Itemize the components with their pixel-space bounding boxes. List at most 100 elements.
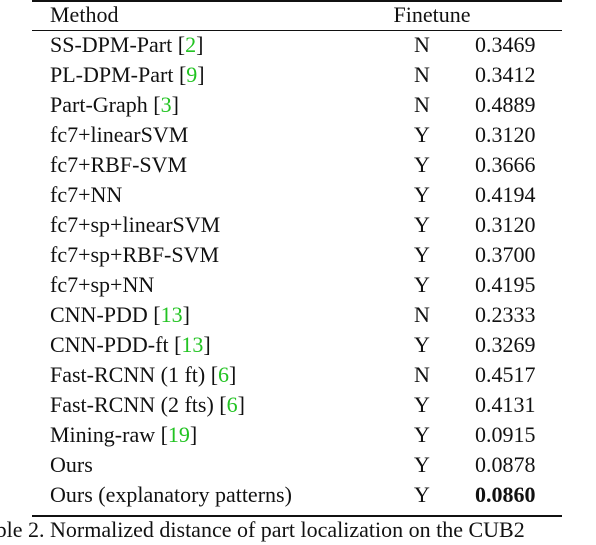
table-row: fc7+NN Y 0.4194 bbox=[32, 180, 596, 210]
method-name: Ours bbox=[50, 452, 93, 477]
method-cell: PL-DPM-Part [9] bbox=[50, 60, 205, 90]
distance-value-cell: 0.0860 bbox=[475, 482, 536, 507]
table-row: CNN-PDD-ft [13] Y 0.3269 bbox=[32, 330, 596, 360]
method-cell: fc7+RBF-SVM bbox=[50, 150, 187, 180]
method-cell: Fast-RCNN (2 fts) [6] bbox=[50, 390, 245, 420]
citation-open-bracket: [ bbox=[219, 392, 227, 417]
citation-link[interactable]: 9 bbox=[186, 62, 198, 87]
table-row: fc7+sp+linearSVM Y 0.3120 bbox=[32, 210, 596, 240]
method-cell: fc7+sp+NN bbox=[50, 270, 154, 300]
method-name: CNN-PDD bbox=[50, 302, 154, 327]
method-name: CNN-PDD-ft bbox=[50, 332, 175, 357]
table-row: Part-Graph [3] N 0.4889 bbox=[32, 90, 596, 120]
table-row: Fast-RCNN (2 fts) [6] Y 0.4131 bbox=[32, 390, 596, 420]
finetune-cell: Y bbox=[414, 482, 430, 507]
citation-open-bracket: [ bbox=[160, 422, 168, 447]
table-row: Ours Y 0.0878 bbox=[32, 450, 596, 480]
method-cell: fc7+linearSVM bbox=[50, 120, 188, 150]
method-cell: fc7+sp+linearSVM bbox=[50, 210, 220, 240]
method-name: fc7+RBF-SVM bbox=[50, 152, 188, 177]
finetune-cell: N bbox=[414, 362, 430, 387]
citation-close-bracket: ] bbox=[189, 422, 198, 447]
distance-value-cell: 0.4131 bbox=[475, 392, 536, 417]
table-top-rule bbox=[32, 0, 562, 2]
citation-open-bracket: [ bbox=[178, 62, 187, 87]
distance-value-cell: 0.3469 bbox=[475, 32, 536, 57]
table-row: SS-DPM-Part [2] N 0.3469 bbox=[32, 30, 596, 60]
table-header-row: Method Finetune bbox=[32, 0, 596, 30]
citation-close-bracket: ] bbox=[203, 332, 211, 357]
citation-link[interactable]: 2 bbox=[185, 32, 197, 57]
method-name: Fast-RCNN (2 fts) bbox=[50, 392, 220, 417]
citation-link[interactable]: 6 bbox=[226, 392, 238, 417]
finetune-cell: Y bbox=[414, 452, 430, 477]
finetune-cell: N bbox=[414, 32, 430, 57]
method-name: fc7+linearSVM bbox=[50, 122, 189, 147]
header-method: Method bbox=[50, 2, 119, 27]
distance-value-cell: 0.3120 bbox=[475, 212, 536, 237]
finetune-cell: Y bbox=[414, 272, 430, 297]
table-header-rule bbox=[32, 30, 562, 31]
table-row: Fast-RCNN (1 ft) [6] N 0.4517 bbox=[32, 360, 596, 390]
citation-close-bracket: ] bbox=[197, 62, 205, 87]
method-name: fc7+sp+linearSVM bbox=[50, 212, 221, 237]
table-row: fc7+RBF-SVM Y 0.3666 bbox=[32, 150, 596, 180]
method-cell: Fast-RCNN (1 ft) [6] bbox=[50, 360, 236, 390]
citation-link[interactable]: 13 bbox=[181, 332, 204, 357]
method-name: Mining-raw bbox=[50, 422, 161, 447]
table-row: CNN-PDD [13] N 0.2333 bbox=[32, 300, 596, 330]
finetune-cell: Y bbox=[414, 242, 430, 267]
citation-close-bracket: ] bbox=[229, 362, 237, 387]
distance-value-cell: 0.0878 bbox=[475, 452, 536, 477]
citation-open-bracket: [ bbox=[174, 332, 182, 357]
citation-open-bracket: [ bbox=[210, 362, 219, 387]
method-name: Fast-RCNN (1 ft) bbox=[50, 362, 211, 387]
table-row: fc7+sp+RBF-SVM Y 0.3700 bbox=[32, 240, 596, 270]
citation-close-bracket: ] bbox=[237, 392, 245, 417]
citation-close-bracket: ] bbox=[182, 302, 190, 327]
citation-close-bracket: ] bbox=[196, 32, 204, 57]
header-finetune: Finetune bbox=[393, 2, 471, 27]
finetune-cell: Y bbox=[414, 122, 430, 147]
finetune-cell: N bbox=[414, 62, 430, 87]
citation-open-bracket: [ bbox=[177, 32, 186, 57]
finetune-cell: Y bbox=[414, 182, 430, 207]
distance-value-cell: 0.4195 bbox=[475, 272, 536, 297]
method-name: PL-DPM-Part bbox=[50, 62, 179, 87]
citation-close-bracket: ] bbox=[171, 92, 179, 117]
table-bottom-rule bbox=[32, 515, 562, 517]
finetune-cell: Y bbox=[414, 392, 430, 417]
table-row: fc7+sp+NN Y 0.4195 bbox=[32, 270, 596, 300]
distance-value-cell: 0.3269 bbox=[475, 332, 536, 357]
method-name: SS-DPM-Part bbox=[50, 32, 178, 57]
method-name: fc7+sp+NN bbox=[50, 272, 155, 297]
finetune-cell: Y bbox=[414, 212, 430, 237]
table-caption: Table 2. Normalized distance of part loc… bbox=[0, 517, 525, 542]
citation-open-bracket: [ bbox=[153, 302, 161, 327]
table-row: Mining-raw [19] Y 0.0915 bbox=[32, 420, 596, 450]
method-name: Ours (explanatory patterns) bbox=[50, 482, 292, 507]
finetune-cell: Y bbox=[414, 422, 430, 447]
method-name: Part-Graph bbox=[50, 92, 154, 117]
citation-link[interactable]: 6 bbox=[218, 362, 230, 387]
method-cell: CNN-PDD-ft [13] bbox=[50, 330, 211, 360]
distance-value-cell: 0.4517 bbox=[475, 362, 536, 387]
citation-link[interactable]: 13 bbox=[160, 302, 183, 327]
table-row: PL-DPM-Part [9] N 0.3412 bbox=[32, 60, 596, 90]
finetune-cell: Y bbox=[414, 332, 430, 357]
method-cell: fc7+NN bbox=[50, 180, 122, 210]
distance-value-cell: 0.3666 bbox=[475, 152, 536, 177]
table-row: Ours (explanatory patterns) Y 0.0860 bbox=[32, 480, 596, 510]
method-cell: Ours (explanatory patterns) bbox=[50, 480, 292, 510]
citation-link[interactable]: 3 bbox=[160, 92, 172, 117]
citation-link[interactable]: 19 bbox=[167, 422, 190, 447]
distance-value-cell: 0.4889 bbox=[475, 92, 536, 117]
method-cell: SS-DPM-Part [2] bbox=[50, 30, 203, 60]
distance-value-cell: 0.4194 bbox=[475, 182, 536, 207]
distance-value-cell: 0.3120 bbox=[475, 122, 536, 147]
distance-value-cell: 0.3700 bbox=[475, 242, 536, 267]
distance-value-cell: 0.0915 bbox=[475, 422, 536, 447]
citation-open-bracket: [ bbox=[153, 92, 161, 117]
method-cell: fc7+sp+RBF-SVM bbox=[50, 240, 219, 270]
method-cell: Mining-raw [19] bbox=[50, 420, 197, 450]
